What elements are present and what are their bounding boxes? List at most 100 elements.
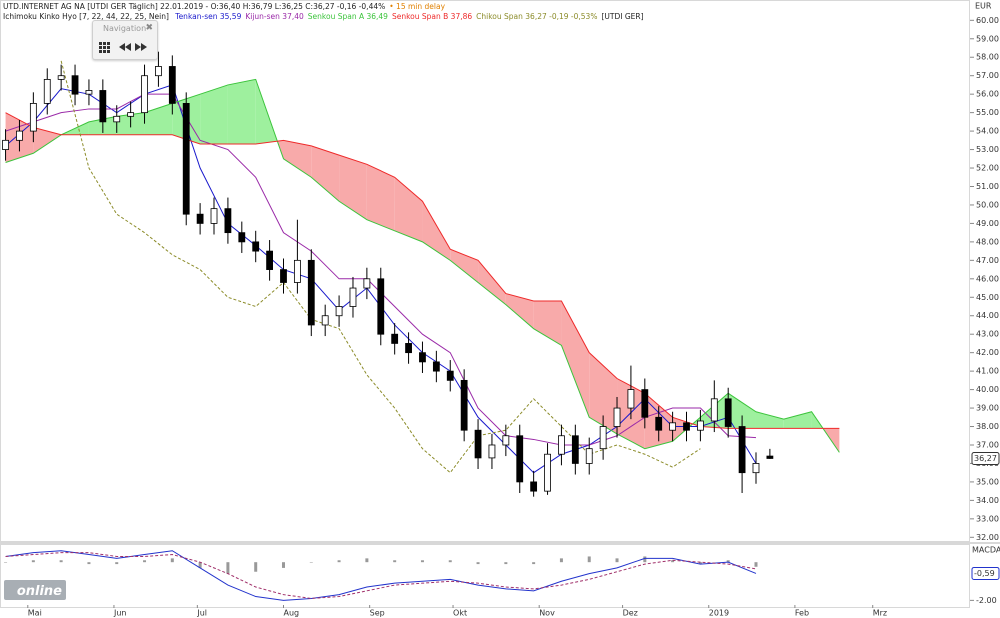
candle-body [155, 66, 162, 77]
y-tick-label: 60.00 [976, 16, 999, 25]
x-tick-label: 2019 [709, 609, 729, 618]
y-tick-label: 38.00 [976, 422, 999, 431]
legend: Ichimoku Kinko Hyo [7, 22, 44, 22, 25, N… [3, 12, 648, 21]
cloud-fill [227, 79, 256, 145]
cloud-fill [533, 300, 562, 346]
cloud-fill [283, 140, 312, 178]
navigation-icons [99, 42, 147, 53]
candle-body [766, 455, 774, 459]
candle-body [127, 112, 135, 117]
candle-body [335, 306, 343, 317]
legend-entry: Chikou Span 36,27 -0,19 -0,53% [476, 12, 598, 21]
last-value-box [971, 566, 1000, 580]
histogram-bar [726, 560, 730, 563]
histogram-bar [198, 562, 202, 568]
candle-body [530, 481, 538, 492]
y-tick-label: 44.00 [976, 311, 999, 320]
grid-icon[interactable] [99, 42, 110, 53]
x-tick-label: Mrz [873, 609, 887, 618]
histogram-bar [87, 562, 91, 565]
cloud-fill [422, 201, 451, 261]
candle-body [488, 444, 496, 459]
cloud-fill [311, 145, 340, 202]
y-tick-label: 32.00 [976, 533, 999, 542]
last-price-box [971, 451, 1000, 465]
candle-body [558, 435, 565, 455]
y-tick-label: 57.00 [976, 71, 999, 80]
y-tick-label: 56.00 [976, 90, 999, 99]
candle-body [321, 315, 329, 326]
close-icon[interactable]: ✖ [145, 23, 153, 33]
candle-body [446, 370, 454, 381]
histogram-bar [559, 558, 563, 563]
cloud-fill [339, 155, 367, 220]
indicator-label: Ichimoku Kinko Hyo [7, 22, 44, 22, 25, N… [3, 12, 169, 21]
candle-body [252, 241, 260, 252]
histogram-bar [31, 560, 35, 563]
legend-entry: Kijun-sen 37,40 [245, 12, 304, 21]
candle-body [16, 130, 23, 141]
candle-body [29, 102, 37, 132]
histogram-bar [754, 562, 758, 567]
chart-title: UTD.INTERNET AG NA [UTDI GER Täglich] 22… [3, 2, 386, 11]
symbol-label: [UTDI GER] [601, 12, 644, 21]
y-tick-label: 39.00 [976, 404, 999, 413]
candle-body [182, 102, 190, 215]
histogram-bar [281, 562, 285, 568]
y-tick-label: 53.00 [976, 145, 999, 154]
y-tick-label: 45.00 [976, 293, 999, 302]
histogram-bar [170, 558, 174, 563]
delay-note: • 15 min delay [389, 2, 446, 11]
candle-body [224, 208, 232, 234]
candle-body [641, 389, 649, 418]
candle-body [474, 429, 482, 459]
y-tick-label: 54.00 [976, 127, 999, 136]
candle-body [43, 78, 51, 104]
candle-body [85, 90, 93, 95]
histogram-bar [143, 560, 147, 563]
y-tick-label: -2.00 [976, 596, 997, 605]
candle-body [99, 90, 107, 123]
y-tick-label: 51.00 [976, 182, 999, 191]
header-line: UTD.INTERNET AG NA [UTDI GER Täglich] 22… [3, 2, 449, 11]
histogram-bar [420, 560, 424, 563]
candle-body [738, 426, 746, 474]
histogram-bar [226, 562, 230, 574]
histogram-bar [337, 560, 341, 563]
navigation-widget[interactable]: Navigation ✖ [92, 20, 158, 60]
navigation-title: Navigation [103, 24, 147, 33]
y-tick-label: 47.00 [976, 256, 999, 265]
x-tick-label: Jun [113, 609, 127, 618]
indicator-line [60, 60, 701, 474]
histogram-bar [448, 560, 452, 563]
candle-body [419, 352, 426, 363]
candle-body [544, 453, 551, 492]
last-price-label: 36,27 [974, 454, 997, 463]
legend-entry: Tenkan-sen 35,59 [175, 12, 242, 21]
histogram-bar [309, 562, 313, 563]
macd-label: MACDA [972, 546, 1000, 555]
x-tick-label: Dez [623, 609, 638, 618]
histogram-bar [671, 560, 675, 563]
candle-body [363, 278, 371, 289]
x-tick-label: Feb [795, 609, 809, 618]
y-axis-label: EUR [975, 2, 992, 11]
candle-body [516, 435, 524, 483]
cloud-fill [33, 127, 62, 154]
candle-body [710, 398, 718, 422]
y-tick-label: 55.00 [976, 108, 999, 117]
candle-body [210, 208, 218, 224]
histogram-bar [587, 556, 591, 563]
back-icon[interactable] [119, 43, 131, 51]
candle-body [627, 389, 635, 409]
candle-body [307, 259, 315, 326]
candle-body [613, 407, 621, 427]
histogram-bar [698, 562, 702, 565]
histogram-bar [476, 562, 480, 565]
y-tick-label: 33.00 [976, 514, 999, 523]
candle-body [238, 232, 246, 243]
candle-body [502, 435, 510, 446]
candle-body [391, 333, 399, 344]
forward-icon[interactable] [135, 43, 147, 51]
